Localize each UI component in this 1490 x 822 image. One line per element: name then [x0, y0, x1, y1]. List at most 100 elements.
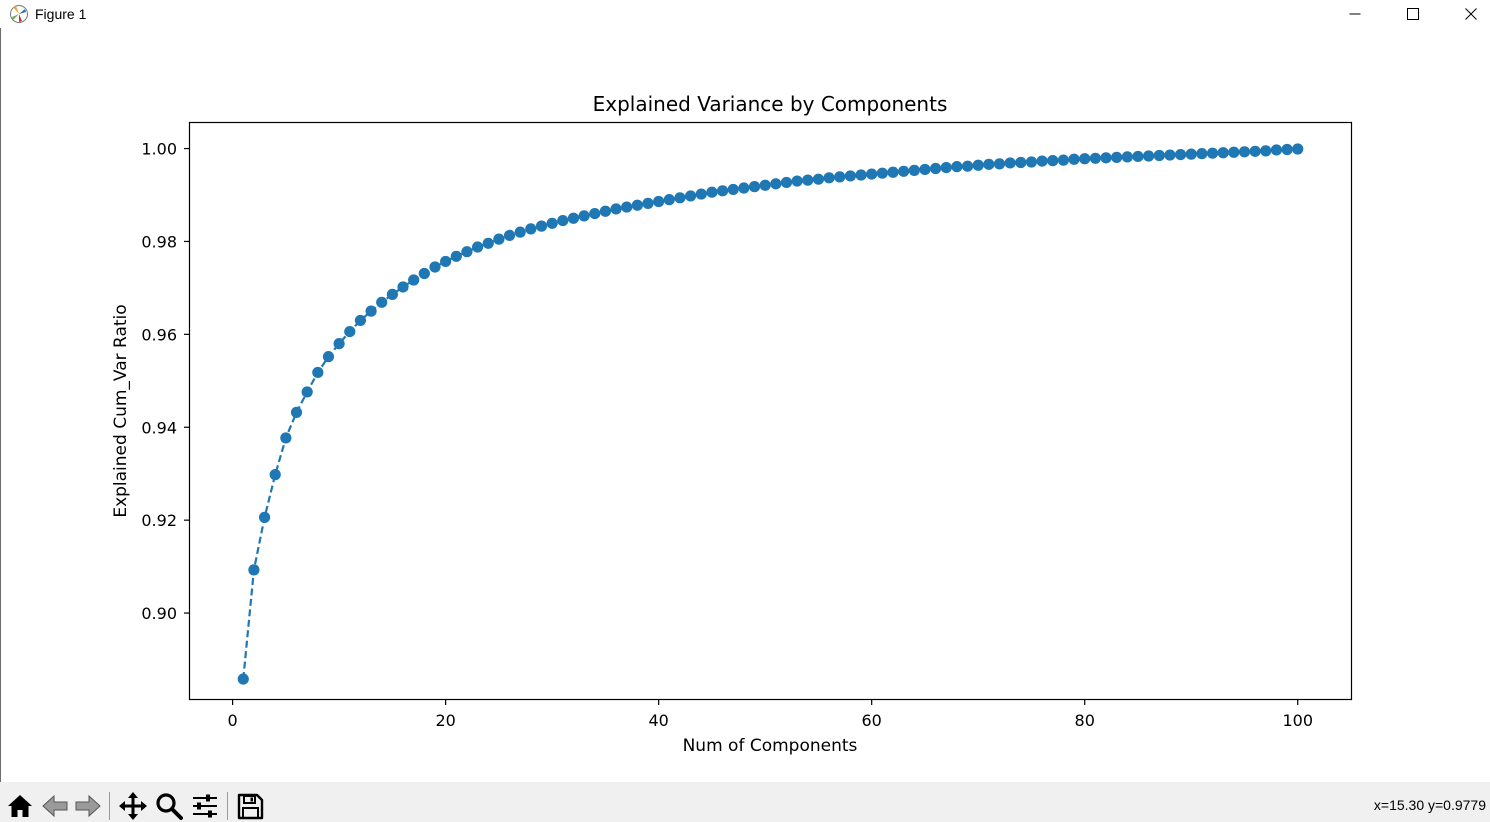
close-icon [1465, 8, 1477, 20]
data-point [1121, 151, 1133, 163]
zoom-button[interactable] [153, 791, 185, 821]
data-point [514, 226, 526, 238]
data-point [280, 432, 292, 444]
data-point [972, 159, 984, 171]
data-point [685, 190, 697, 202]
x-tick-label: 80 [1075, 711, 1095, 730]
data-point [1047, 155, 1059, 167]
data-point [706, 186, 718, 198]
configure-subplots-button[interactable] [189, 791, 221, 821]
home-icon [8, 795, 32, 817]
data-point [993, 158, 1006, 170]
y-tick-label: 1.00 [141, 140, 177, 159]
series-line [242, 147, 1298, 680]
configure-subplots-icon [193, 794, 217, 818]
chart-title: Explained Variance by Components [593, 92, 948, 116]
close-button[interactable] [1442, 0, 1490, 28]
data-point [653, 195, 665, 208]
data-point [610, 203, 622, 215]
data-point [237, 673, 249, 685]
maximize-icon [1407, 8, 1419, 20]
data-point [365, 305, 377, 317]
data-point [557, 214, 569, 227]
data-point [951, 161, 963, 173]
data-point [525, 223, 537, 235]
data-point [1292, 143, 1304, 155]
forward-arrow-icon [75, 794, 101, 818]
data-point [834, 171, 846, 183]
data-point [1260, 145, 1272, 157]
data-point [354, 314, 367, 327]
data-point [1185, 148, 1197, 160]
chart: Explained Variance by Components 0 20 40 60… [111, 92, 1353, 756]
zoom-icon [156, 793, 183, 820]
data-point [1015, 156, 1027, 169]
data-point [567, 212, 580, 224]
data-point [1025, 156, 1038, 168]
data-point [471, 241, 484, 253]
y-axis: 0.90 0.92 0.94 0.96 0.98 1.00 [141, 140, 190, 623]
data-point [1228, 146, 1240, 158]
y-axis-label: Explained Cum_Var Ratio [111, 304, 131, 517]
data-point [621, 201, 633, 213]
y-tick-label: 0.96 [141, 325, 177, 344]
data-point [1111, 151, 1123, 163]
pan-icon [119, 792, 147, 820]
minimize-button[interactable] [1326, 0, 1384, 28]
series-markers [237, 143, 1304, 685]
x-tick-label: 60 [862, 711, 882, 730]
figure-canvas[interactable]: Explained Variance by Components 0 20 40 60… [1, 28, 1490, 782]
data-point [493, 233, 505, 245]
data-point [1164, 149, 1176, 161]
toolbar-separator [227, 792, 228, 820]
data-point [1238, 146, 1251, 158]
forward-button[interactable] [72, 791, 104, 821]
data-point [823, 172, 835, 184]
data-point [344, 325, 356, 338]
data-point [844, 170, 856, 182]
data-point [1057, 154, 1070, 166]
data-point [450, 250, 462, 262]
data-point [1270, 144, 1283, 156]
data-point [940, 161, 952, 174]
data-point [983, 158, 995, 170]
data-point [802, 174, 814, 186]
data-point [770, 178, 782, 190]
data-point [397, 281, 409, 293]
data-point [408, 274, 420, 286]
data-point [663, 194, 675, 206]
minimize-icon [1349, 13, 1361, 15]
data-point [716, 185, 729, 197]
pan-button[interactable] [117, 791, 149, 821]
save-icon [237, 793, 264, 820]
data-point [301, 386, 313, 398]
save-button[interactable] [234, 791, 266, 821]
data-point [887, 166, 899, 178]
data-point [631, 199, 643, 211]
x-tick-label: 20 [435, 711, 455, 730]
data-point [1143, 150, 1155, 162]
data-point [1281, 143, 1293, 156]
back-button[interactable] [39, 791, 71, 821]
data-point [1196, 148, 1208, 160]
data-point [429, 261, 441, 273]
data-point [674, 192, 686, 204]
data-point [589, 207, 601, 220]
x-axis-label: Num of Components [683, 736, 858, 756]
matplotlib-app-icon [9, 4, 29, 24]
window-title: Figure 1 [35, 6, 87, 22]
data-point [1036, 155, 1048, 167]
y-tick-label: 0.92 [141, 511, 177, 530]
home-button[interactable] [4, 791, 36, 821]
data-point [876, 167, 888, 179]
data-point [503, 229, 516, 242]
data-point [1217, 147, 1229, 159]
data-point [866, 168, 878, 180]
data-point [812, 173, 825, 185]
axes-frame [188, 121, 1353, 701]
x-axis: 0 20 40 60 80 100 [228, 699, 1313, 730]
data-point [1249, 145, 1261, 157]
maximize-button[interactable] [1384, 0, 1442, 28]
data-point [1132, 150, 1144, 163]
data-point [961, 160, 974, 172]
